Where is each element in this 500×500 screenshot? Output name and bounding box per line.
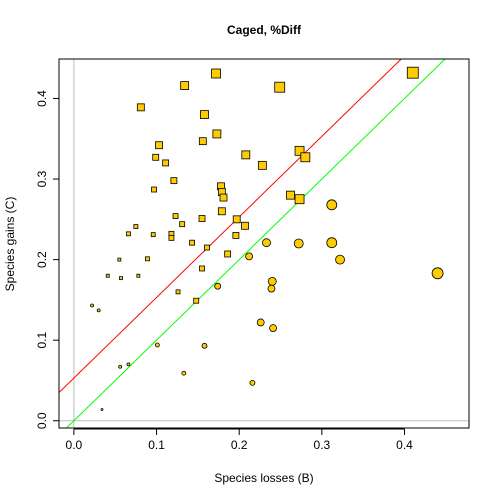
- y-tick-label: 0.2: [35, 251, 49, 268]
- data-points: [90, 66, 444, 411]
- square-point: [151, 186, 157, 193]
- square-point: [200, 110, 209, 119]
- square-point: [232, 215, 241, 224]
- x-tick-label: 0.2: [231, 438, 248, 452]
- square-point: [224, 250, 232, 258]
- circle-point: [245, 252, 254, 261]
- circle-point: [249, 379, 256, 386]
- square-point: [286, 190, 295, 200]
- square-point: [180, 81, 190, 90]
- square-point: [162, 159, 170, 167]
- circle-point: [267, 276, 277, 286]
- square-point: [193, 297, 200, 304]
- square-point: [241, 150, 251, 160]
- reference-lines: [59, 59, 469, 428]
- circle-point: [267, 284, 276, 293]
- square-point: [294, 194, 305, 205]
- square-point: [117, 257, 122, 262]
- square-point: [241, 221, 249, 230]
- circle-point: [96, 308, 101, 313]
- circle-point: [326, 237, 338, 249]
- green-diagonal-line: [65, 59, 446, 428]
- y-tick-label: 0.0: [35, 412, 49, 429]
- y-axis-label: Species gains (C): [3, 197, 17, 292]
- square-point: [217, 207, 226, 216]
- x-tick-label: 0.0: [66, 438, 83, 452]
- circle-point: [262, 238, 271, 248]
- x-tick-label: 0.3: [314, 438, 331, 452]
- plot-frame: [58, 58, 470, 429]
- circle-point: [214, 282, 222, 290]
- square-point: [136, 103, 145, 112]
- square-point: [152, 153, 160, 161]
- square-point: [294, 145, 305, 156]
- square-point: [133, 224, 139, 229]
- square-point: [211, 68, 221, 79]
- square-point: [212, 129, 222, 139]
- circle-point: [126, 362, 131, 367]
- square-point: [204, 244, 210, 251]
- square-point: [119, 276, 123, 281]
- chart-title: Caged, %Diff: [227, 23, 302, 37]
- square-point: [198, 137, 207, 146]
- square-point: [219, 193, 228, 202]
- y-tick-label: 0.3: [35, 170, 49, 187]
- square-point: [179, 221, 186, 228]
- circle-point: [100, 408, 104, 411]
- square-point: [232, 232, 240, 239]
- circle-point: [293, 238, 304, 249]
- square-point: [145, 256, 150, 262]
- circle-point: [326, 199, 338, 211]
- square-point: [189, 239, 195, 246]
- circle-point: [269, 324, 277, 332]
- square-point: [168, 234, 175, 241]
- square-point: [105, 273, 110, 278]
- circle-point: [154, 342, 160, 348]
- square-point: [172, 213, 179, 220]
- square-point: [199, 265, 205, 272]
- circle-point: [201, 342, 208, 349]
- square-point: [136, 273, 141, 278]
- circle-point: [256, 318, 265, 327]
- x-tick-label: 0.1: [148, 438, 165, 452]
- x-tick-label: 0.4: [396, 438, 413, 452]
- square-point: [300, 152, 311, 163]
- circle-point: [335, 254, 345, 265]
- square-point: [406, 66, 419, 79]
- circle-point: [118, 364, 123, 369]
- circle-point: [90, 303, 94, 308]
- y-tick-label: 0.1: [35, 332, 49, 349]
- square-point: [150, 232, 156, 238]
- square-point: [274, 81, 286, 93]
- circle-point: [431, 267, 444, 280]
- square-point: [257, 160, 267, 170]
- square-point: [198, 215, 206, 222]
- axes: 0.0 0.1 0.2 0.3 0.4 0.0 0.1 0.2 0.3 0.4: [35, 90, 413, 452]
- square-point: [155, 141, 163, 150]
- square-point: [126, 231, 131, 237]
- square-point: [175, 289, 181, 295]
- circle-point: [181, 370, 187, 376]
- diagonal-lines: [59, 59, 446, 428]
- square-point: [170, 177, 178, 185]
- red-diagonal-line: [59, 59, 402, 393]
- x-axis-label: Species losses (B): [214, 471, 313, 485]
- y-tick-label: 0.4: [35, 90, 49, 107]
